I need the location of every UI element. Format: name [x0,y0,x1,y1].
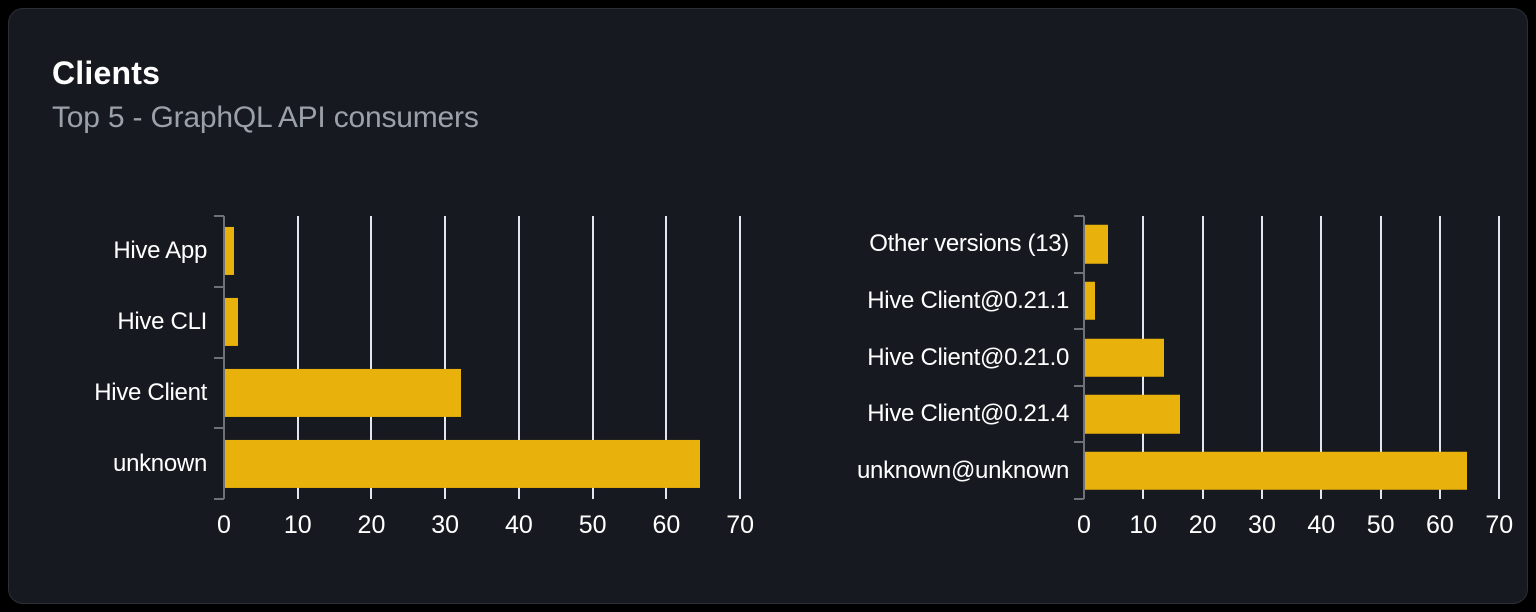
x-axis-tick-label: 10 [1129,511,1158,539]
x-axis-tick-label: 60 [1426,511,1454,539]
x-axis-tick-label: 40 [505,511,533,539]
y-axis-labels: Other versions (13) Hive Client@0.21.1 Hiv… [839,216,1069,499]
y-axis-tick [1074,328,1084,331]
y-category-label: Hive Client@0.21.1 [867,286,1069,314]
y-category-label: Hive Client [94,378,207,406]
card-subtitle: Top 5 - GraphQL API consumers [52,101,479,134]
x-axis-tick-label: 50 [1366,511,1395,539]
y-axis-labels: Hive App Hive CLI Hive Client unknown [69,216,207,499]
y-axis-tick [1074,271,1084,274]
x-axis-tick-label: 20 [357,511,386,539]
clients-card: Clients Top 5 - GraphQL API consumers Hi… [8,8,1528,604]
bar[interactable] [1084,451,1467,490]
bar[interactable] [224,439,700,488]
x-axis-tick-label: 0 [217,511,231,539]
gridline [370,216,373,499]
y-category-label: unknown@unknown [856,456,1069,484]
y-axis-tick [214,427,224,430]
y-category-label: Hive CLI [117,308,207,336]
x-axis-tick-label: 70 [726,511,754,539]
x-axis-tick-label: 40 [1307,511,1336,539]
y-axis-tick [1074,498,1084,500]
x-axis-tick-label: 30 [1248,511,1276,539]
y-axis-tick [1074,384,1084,387]
plot-area [1074,215,1504,500]
gridline [1320,216,1323,499]
x-axis-tick-label: 60 [652,511,681,539]
card-title: Clients [52,55,161,91]
client-versions-bar-chart: Other versions (13) Hive Client@0.21.1 Hiv… [839,208,1536,553]
y-category-label: Hive Client@0.21.0 [867,343,1069,371]
x-axis-tick-label: 20 [1188,511,1217,539]
y-axis-tick [214,498,224,500]
bar[interactable] [1084,394,1181,434]
x-axis-tick-label: 70 [1485,511,1514,539]
bar[interactable] [1084,338,1165,377]
gridline [665,216,668,499]
bar[interactable] [1084,225,1108,264]
gridline [739,216,742,499]
gridline [1260,216,1263,499]
y-category-label: Other versions (13) [869,230,1069,258]
gridline [1438,216,1441,499]
y-axis-tick [1074,215,1084,217]
y-axis-line [1083,216,1085,499]
x-axis-tick-label: 10 [283,511,312,539]
gridline [1498,216,1501,499]
y-axis-tick [214,285,224,288]
x-axis-tick-label: 0 [1077,511,1091,539]
y-axis-tick [214,356,224,359]
y-category-label: Hive Client@0.21.4 [867,400,1069,428]
client-names-bar-chart: Hive App Hive CLI Hive Client unknown 0 10 20… [69,208,759,553]
gridline [517,216,520,499]
gridline [296,216,299,499]
bar[interactable] [224,227,234,276]
x-axis-tick-label: 30 [431,511,460,539]
y-axis-tick [214,215,224,217]
x-axis-tick-label: 50 [578,511,607,539]
gridline [444,216,447,499]
y-axis-line [223,216,225,499]
y-axis-tick [1074,441,1084,444]
y-category-label: Hive App [113,237,207,265]
bar[interactable] [1084,281,1096,321]
gridline [1379,216,1382,499]
y-category-label: unknown [113,449,207,477]
plot-area [214,215,746,500]
x-axis-labels: 0 10 20 30 40 50 60 70 [1077,511,1513,545]
bar[interactable] [224,298,238,347]
bar[interactable] [224,368,462,417]
gridline [1201,216,1204,499]
gridline [591,216,594,499]
x-axis-labels: 0 10 20 30 40 50 60 70 [217,511,754,545]
